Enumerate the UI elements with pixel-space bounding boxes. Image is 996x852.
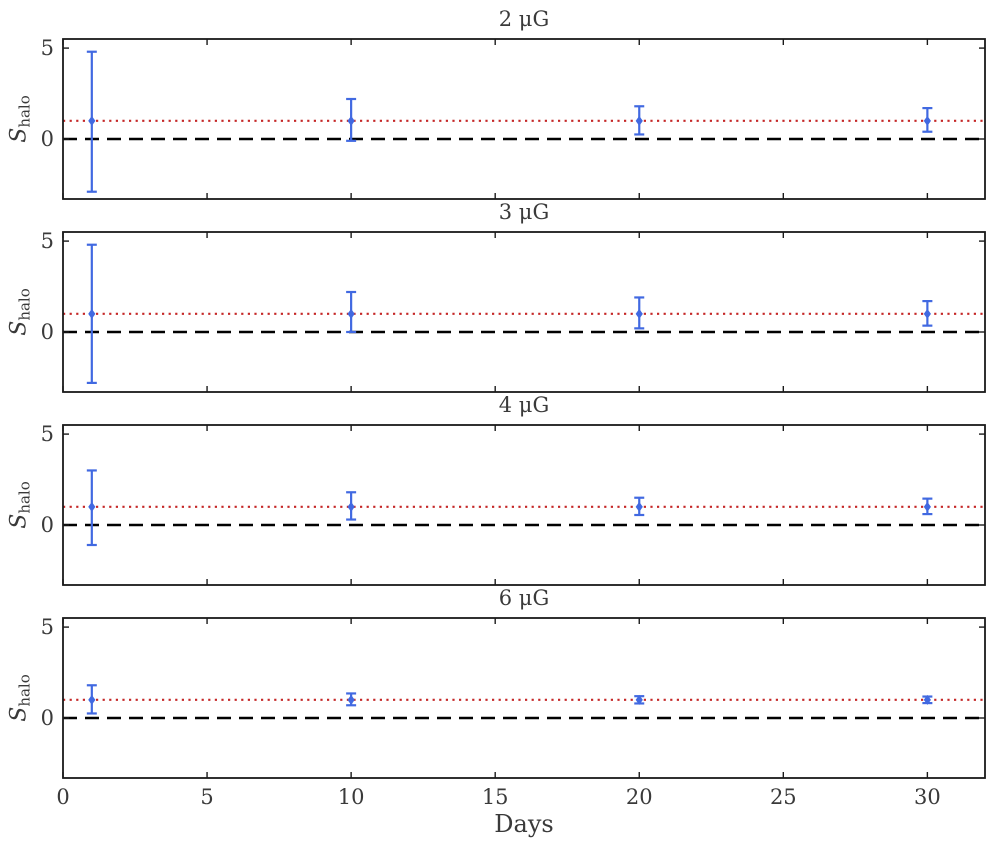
- svg-text:0: 0: [56, 785, 69, 809]
- plot-area-3ug: 05: [41, 231, 986, 393]
- svg-text:15: 15: [482, 785, 509, 809]
- subplot-title-6ug: 6 μG: [498, 586, 550, 610]
- plot-area-6ug: 0 5 10 15 20 25 30 0 5: [41, 617, 986, 809]
- svg-text:0: 0: [41, 513, 54, 537]
- svg-text:0: 0: [41, 127, 54, 151]
- svg-text:5: 5: [41, 617, 54, 639]
- svg-text:20: 20: [626, 785, 653, 809]
- plot-area-2ug: 05: [41, 38, 986, 200]
- subplot-title-4ug: 4 μG: [498, 393, 550, 417]
- svg-text:0: 0: [41, 320, 54, 344]
- svg-text:25: 25: [770, 785, 797, 809]
- svg-text:0: 0: [41, 706, 54, 730]
- svg-text:30: 30: [914, 785, 941, 809]
- svg-text:5: 5: [41, 424, 54, 446]
- svg-text:5: 5: [41, 231, 54, 253]
- svg-text:5: 5: [41, 38, 54, 60]
- plot-area-4ug: 05: [41, 424, 986, 586]
- subplot-title-3ug: 3 μG: [498, 200, 550, 224]
- svg-text:5: 5: [200, 785, 213, 809]
- svg-text:10: 10: [338, 785, 365, 809]
- subplot-title-2ug: 2 μG: [498, 7, 550, 31]
- x-axis-label: Days: [494, 810, 554, 838]
